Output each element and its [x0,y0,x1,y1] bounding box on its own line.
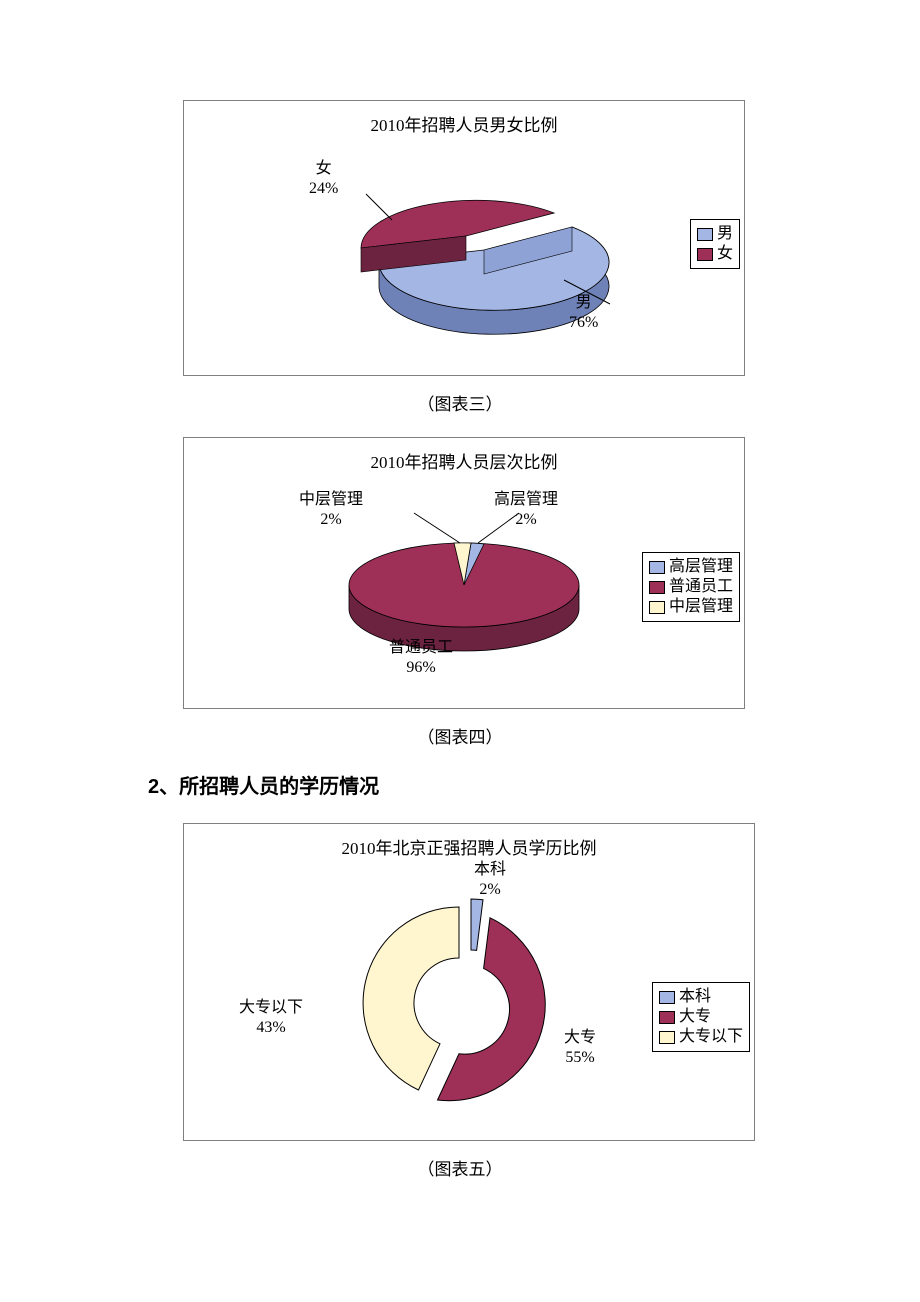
chart3-container: 2010年招聘人员男女比例 女 24% 男 76% [183,100,745,376]
chart3-label-female: 女 24% [309,159,338,199]
legend-item: 大专以下 [659,1027,743,1047]
swatch-icon [659,1031,675,1044]
swatch-icon [659,991,675,1004]
chart5-container: 2010年北京正强招聘人员学历比例 本科 2% 大专 [183,823,755,1141]
legend-item: 中层管理 [649,597,733,617]
swatch-icon [697,228,713,241]
chart5-label-bk: 本科 2% [474,860,506,900]
chart4-legend: 高层管理 普通员工 中层管理 [642,552,740,622]
chart3-caption: （图表三） [0,390,920,415]
legend-item: 男 [697,224,733,244]
chart5-caption: （图表五） [0,1155,920,1180]
legend-item: 大专 [659,1007,743,1027]
swatch-icon [697,248,713,261]
chart5-label-dzy: 大专以下 43% [239,998,303,1038]
chart4-title: 2010年招聘人员层次比例 [184,438,744,473]
legend-item: 高层管理 [649,557,733,577]
chart4-label-mid: 中层管理 2% [299,490,363,530]
legend-item: 本科 [659,987,743,1007]
legend-item: 普通员工 [649,577,733,597]
chart3-label-male: 男 76% [569,293,598,333]
chart3-legend: 男 女 [690,219,740,269]
document-page: 2010年招聘人员男女比例 女 24% 男 76% [0,0,920,1262]
section2-heading: 2、所招聘人员的学历情况 [148,770,920,799]
chart5-donut [289,859,649,1119]
chart5-label-dz: 大专 55% [564,1028,596,1068]
chart5-legend: 本科 大专 大专以下 [652,982,750,1052]
swatch-icon [649,581,665,594]
swatch-icon [649,561,665,574]
chart4-label-top: 高层管理 2% [494,490,558,530]
chart4-caption: （图表四） [0,723,920,748]
chart5-title: 2010年北京正强招聘人员学历比例 [184,824,754,859]
legend-item: 女 [697,244,733,264]
chart4-container: 2010年招聘人员层次比例 高层管理 2% 中层管理 2% 普通员工 96% [183,437,745,709]
swatch-icon [659,1011,675,1024]
chart3-title: 2010年招聘人员男女比例 [184,101,744,136]
chart4-label-staff: 普通员工 96% [389,638,453,678]
swatch-icon [649,601,665,614]
